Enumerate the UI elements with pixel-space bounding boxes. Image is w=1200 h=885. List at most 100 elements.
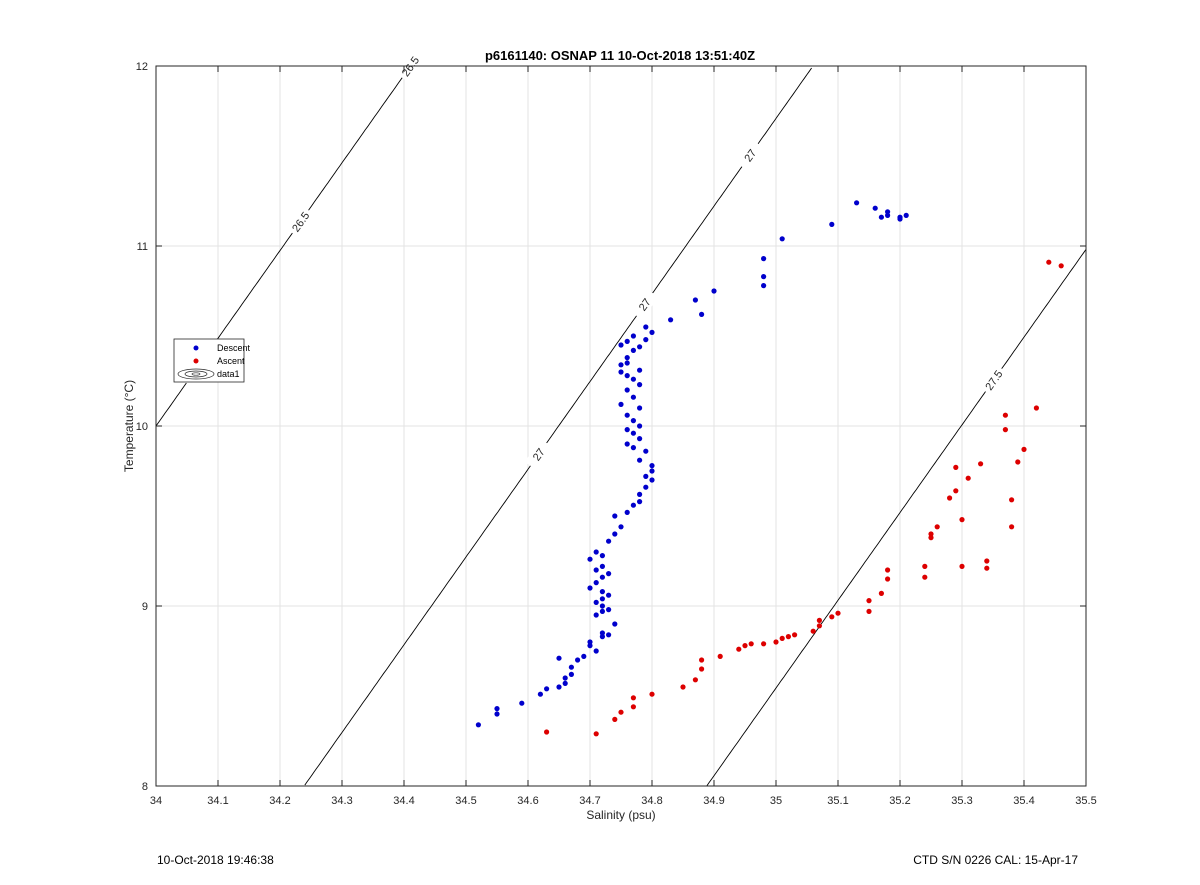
y-tick-label: 9 [142,601,148,613]
ascent-point [878,590,885,597]
descent-point [593,549,599,555]
x-tick-label: 35.2 [889,795,910,807]
footer-ctd-calibration: CTD S/N 0226 CAL: 15-Apr-17 [913,853,1078,867]
ascent-point [984,565,990,571]
x-tick-label: 34.9 [703,795,724,807]
descent-point [612,513,618,519]
descent-point [854,200,860,206]
ascent-point [928,531,934,537]
ascent-point [934,524,940,530]
ascent-point [761,641,767,647]
descent-point [519,700,525,706]
descent-point [624,412,630,418]
ascent-point [928,535,934,541]
descent-point [587,585,593,591]
ascent-point [835,610,841,616]
descent-point [872,205,878,211]
descent-point [637,499,643,505]
descent-point [630,394,637,400]
ascent-point [984,558,990,564]
descent-point [624,338,630,344]
x-tick-label: 35.4 [1013,795,1034,807]
descent-point [587,556,593,562]
descent-point [649,468,655,474]
y-tick-label: 8 [142,781,148,793]
descent-point [699,311,705,317]
descent-point [599,603,606,609]
contour-label-bg [736,139,764,171]
ascent-point [816,623,823,629]
descent-point [599,608,606,615]
descent-point [624,441,630,447]
ascent-point [959,563,965,570]
contour-label: 27 [531,446,548,463]
descent-point [897,214,903,220]
legend-marker-ascent [193,358,199,364]
ascent-point [1033,405,1039,411]
ascent-point [699,657,705,663]
descent-point [668,317,674,323]
x-tick-label: 34.5 [455,795,476,807]
x-tick-label: 35.5 [1075,795,1096,807]
y-tick-label: 12 [136,61,148,73]
descent-point [624,373,630,379]
y-axis: 8 9 10 11 12 [136,61,1086,793]
contour-line [304,67,812,786]
descent-point [637,436,643,442]
x-tick-label: 35.1 [827,795,848,807]
x-tick-label: 34.3 [331,795,352,807]
descent-point [575,657,581,663]
ascent-point [1002,412,1009,418]
ascent-point [1021,446,1027,452]
ascent-point [885,567,891,573]
x-tick-label: 34.8 [641,795,662,807]
descent-point [643,473,649,479]
ascent-point [922,574,928,580]
ascent-point [829,614,835,620]
ascent-point [965,475,971,481]
x-tick-label: 35.3 [951,795,972,807]
ascent-point [748,641,754,647]
ascent-point [699,666,705,672]
descent-point [637,405,643,411]
descent-point [599,630,606,636]
descent-point [606,632,612,638]
grid [156,66,1086,786]
contour-line [706,249,1087,786]
legend-contour-icon [177,368,215,380]
legend-label-data1: data1 [217,369,240,379]
descent-point [556,684,562,690]
ascent-point [649,691,655,697]
descent-point [637,491,643,497]
ascent-point [612,716,618,723]
ascent-point [1002,427,1009,433]
descent-point [599,563,606,570]
descent-point [630,376,637,382]
descent-point [593,580,599,586]
ascent-point [618,709,624,715]
descent-point [630,445,637,451]
x-tick-label: 34.2 [269,795,290,807]
ascent-point [785,634,792,640]
legend-label-descent: Descent [217,343,251,353]
descent-point [761,283,767,289]
ascent-point [630,695,637,701]
descent-point [568,671,575,678]
ascent-point [816,617,823,624]
ascent-point [717,653,723,660]
ascent-point [736,646,742,652]
descent-point [612,621,618,627]
ascent-point [792,632,798,638]
descent-point [711,288,717,294]
y-tick-label: 11 [137,241,148,253]
ascent-point [866,608,872,615]
ascent-point [978,461,984,467]
descent-point [606,538,612,544]
data-points [475,200,1064,737]
ascent-point [1015,459,1021,465]
ascent-point [773,639,779,645]
descent-point [637,382,643,388]
descent-point [649,477,655,483]
descent-point [643,448,649,454]
